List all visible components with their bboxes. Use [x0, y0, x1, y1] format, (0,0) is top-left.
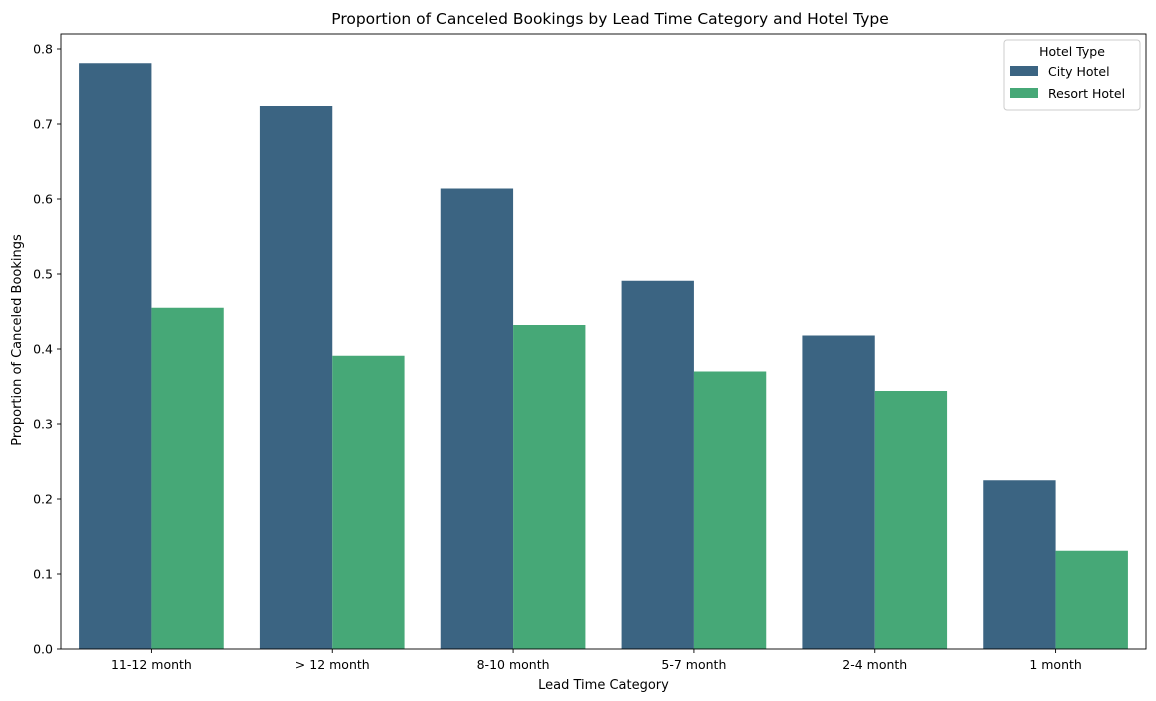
y-tick-label: 0.1	[33, 567, 53, 582]
bar-city-hotel-4	[802, 335, 875, 649]
bar-city-hotel-5	[983, 480, 1056, 649]
x-tick-label: > 12 month	[295, 657, 370, 672]
bar-city-hotel-2	[440, 188, 514, 649]
legend-entry-label: Resort Hotel	[1048, 86, 1125, 101]
bars-layer	[79, 63, 1128, 649]
legend-title: Hotel Type	[1039, 44, 1105, 59]
bar-city-hotel-0	[79, 63, 152, 649]
x-tick-label: 2-4 month	[842, 657, 907, 672]
y-tick-label: 0.5	[33, 267, 53, 282]
plot-frame	[60, 33, 1147, 650]
bar-city-hotel-3	[621, 280, 694, 649]
bar-resort-hotel-0	[151, 307, 224, 649]
y-tick-label: 0.6	[33, 192, 53, 207]
bar-city-hotel-1	[259, 106, 333, 649]
y-axis-label: Proportion of Canceled Bookings	[10, 234, 25, 446]
bar-resort-hotel-5	[1055, 550, 1128, 649]
bar-resort-hotel-2	[513, 325, 586, 649]
y-tick-label: 0.8	[33, 42, 53, 57]
legend-swatch	[1010, 66, 1038, 76]
y-tick-label: 0.3	[33, 417, 53, 432]
x-tick-label: 5-7 month	[661, 657, 726, 672]
bar-resort-hotel-4	[874, 391, 948, 649]
y-tick-label: 0.0	[33, 642, 53, 657]
bar-resort-hotel-3	[693, 371, 767, 649]
y-tick-label: 0.7	[33, 117, 53, 132]
legend-entry-label: City Hotel	[1048, 64, 1110, 79]
chart-title: Proportion of Canceled Bookings by Lead …	[331, 10, 889, 28]
x-tick-label: 1 month	[1029, 657, 1082, 672]
x-tick-label: 11-12 month	[111, 657, 192, 672]
legend-swatch	[1010, 88, 1038, 98]
axes-layer: 0.0 0.1 0.2 0.3 0.4 0.5 0.6 0.7 0.8 11-12 month > …	[33, 33, 1147, 672]
x-axis-label: Lead Time Category	[538, 678, 669, 693]
y-tick-label: 0.4	[33, 342, 53, 357]
x-tick-label: 8-10 month	[477, 657, 550, 672]
legend: Hotel Type City Hotel Resort Hotel	[1003, 39, 1141, 111]
y-tick-label: 0.2	[33, 492, 53, 507]
bar-resort-hotel-1	[332, 355, 405, 649]
